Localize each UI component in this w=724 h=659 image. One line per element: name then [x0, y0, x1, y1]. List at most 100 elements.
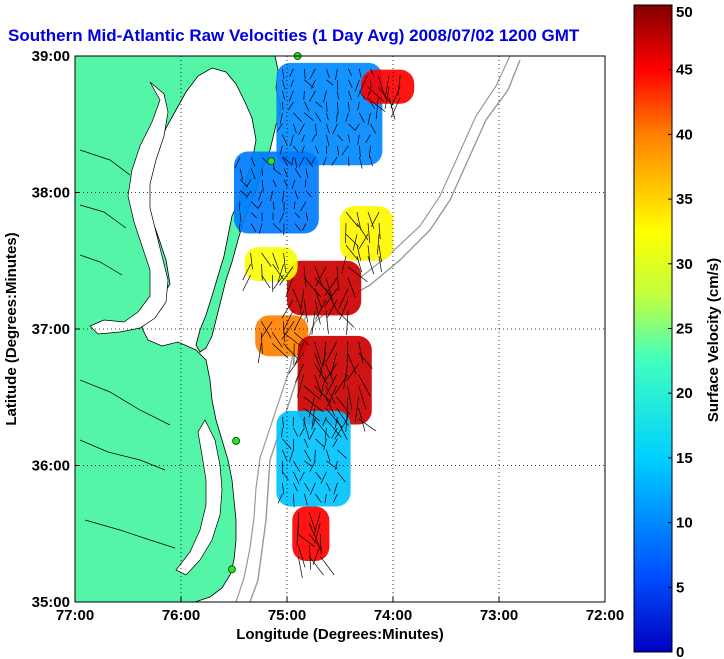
velocity-vector-208 — [260, 332, 263, 354]
velocity-vector-320 — [319, 534, 322, 555]
velocity-vector-34 — [357, 101, 360, 111]
velocity-vector-139 — [375, 97, 379, 120]
velocity-vector-49 — [326, 123, 330, 134]
velocity-vector-193 — [261, 252, 272, 267]
velocity-vector-92 — [283, 168, 288, 178]
velocity-vector-53 — [370, 123, 376, 134]
velocity-vector-80 — [370, 156, 373, 167]
colorbar-tick-label-8: 10 — [676, 515, 693, 532]
velocity-vector-32 — [337, 101, 339, 114]
velocity-vector-280 — [323, 438, 327, 450]
velocity-vector-306 — [277, 493, 283, 504]
velocity-vector-22 — [323, 90, 327, 103]
velocity-vector-16 — [354, 79, 360, 92]
velocity-vector-197 — [261, 264, 263, 281]
velocity-vector-269 — [334, 416, 338, 429]
velocity-vector-297 — [315, 471, 322, 480]
velocity-vector-3 — [309, 68, 316, 80]
velocity-vector-200 — [242, 274, 251, 291]
velocity-vector-5 — [335, 68, 338, 81]
velocity-vector-45 — [276, 123, 283, 132]
velocity-vector-214 — [282, 343, 298, 359]
velocity-vector-58 — [326, 134, 330, 147]
colorbar-tick-label-2: 40 — [676, 126, 693, 143]
velocity-vector-70 — [359, 145, 361, 158]
velocity-vector-240 — [303, 385, 321, 400]
chesapeake-bay — [89, 81, 169, 335]
velocity-vector-103 — [245, 190, 252, 199]
velocity-vector-247 — [308, 396, 315, 418]
velocity-vector-20 — [303, 90, 305, 101]
velocity-vector-39 — [315, 112, 322, 123]
bathymetry-contour — [249, 59, 521, 602]
velocity-vector-191 — [346, 310, 349, 335]
velocity-vector-235 — [314, 374, 323, 395]
velocity-vector-216 — [294, 341, 304, 365]
velocity-vector-177 — [325, 288, 337, 311]
velocity-vector-55 — [290, 134, 294, 147]
velocity-region-7 — [297, 335, 372, 425]
velocity-vector-175 — [299, 288, 305, 314]
velocity-vector-133 — [397, 75, 401, 97]
y-axis-label: Latitude (Degrees:Minutes) — [3, 232, 20, 425]
velocity-vector-145 — [371, 211, 380, 227]
velocity-vector-126 — [272, 223, 282, 233]
velocity-vector-248 — [325, 396, 336, 417]
velocity-vector-124 — [250, 223, 257, 232]
velocity-vector-232 — [343, 363, 348, 390]
velocity-vector-287 — [337, 449, 347, 459]
velocity-vector-270 — [281, 427, 283, 438]
velocity-vector-112 — [272, 201, 275, 210]
velocity-vector-189 — [325, 310, 329, 334]
velocity-vector-69 — [341, 145, 349, 156]
velocity-vector-18 — [282, 90, 285, 100]
velocity-vector-203 — [273, 274, 284, 290]
velocity-vector-210 — [282, 332, 301, 347]
velocity-vector-132 — [384, 75, 390, 97]
velocity-vector-100 — [291, 179, 296, 189]
velocity-vector-150 — [345, 233, 359, 247]
velocity-vector-23 — [337, 90, 339, 100]
y-tick-label-2: 37:00 — [32, 321, 70, 338]
velocity-vector-68 — [337, 145, 340, 156]
land-mass — [75, 56, 282, 602]
velocity-vector-307 — [293, 493, 295, 508]
velocity-vector-213 — [271, 343, 289, 359]
velocity-vector-229 — [314, 363, 329, 385]
velocity-vector-282 — [282, 449, 288, 462]
velocity-vector-2 — [304, 68, 306, 79]
velocity-vector-219 — [325, 341, 337, 363]
colorbar-gradient — [633, 4, 673, 653]
velocity-field — [234, 62, 415, 578]
velocity-vector-140 — [388, 97, 396, 120]
velocity-vector-251 — [354, 396, 359, 422]
velocity-vector-142 — [345, 211, 359, 228]
velocity-vector-289 — [293, 460, 300, 472]
velocity-vector-47 — [298, 123, 305, 135]
velocity-vector-278 — [304, 438, 309, 448]
velocity-vector-104 — [258, 190, 263, 201]
x-tick-label-4: 73:00 — [480, 607, 518, 624]
velocity-vector-81 — [234, 157, 241, 169]
velocity-vector-153 — [377, 234, 380, 255]
velocity-vector-184 — [326, 299, 338, 319]
velocity-vector-242 — [325, 385, 336, 405]
velocity-vector-238 — [334, 374, 348, 395]
velocity-vector-33 — [348, 101, 350, 112]
velocity-vector-301 — [293, 482, 298, 492]
velocity-vector-185 — [339, 299, 349, 321]
radar-station-marker-3 — [227, 565, 236, 574]
velocity-vector-97 — [261, 179, 264, 192]
velocity-vector-73 — [291, 156, 294, 167]
velocity-vector-0 — [282, 68, 285, 80]
velocity-vector-237 — [325, 374, 337, 396]
velocity-vector-207 — [281, 321, 295, 340]
velocity-region-3 — [340, 206, 393, 261]
velocity-vector-293 — [335, 460, 338, 470]
velocity-vector-136 — [384, 86, 390, 109]
velocity-vector-1 — [289, 68, 294, 77]
velocity-vector-129 — [301, 223, 307, 231]
velocity-vector-267 — [312, 416, 316, 427]
